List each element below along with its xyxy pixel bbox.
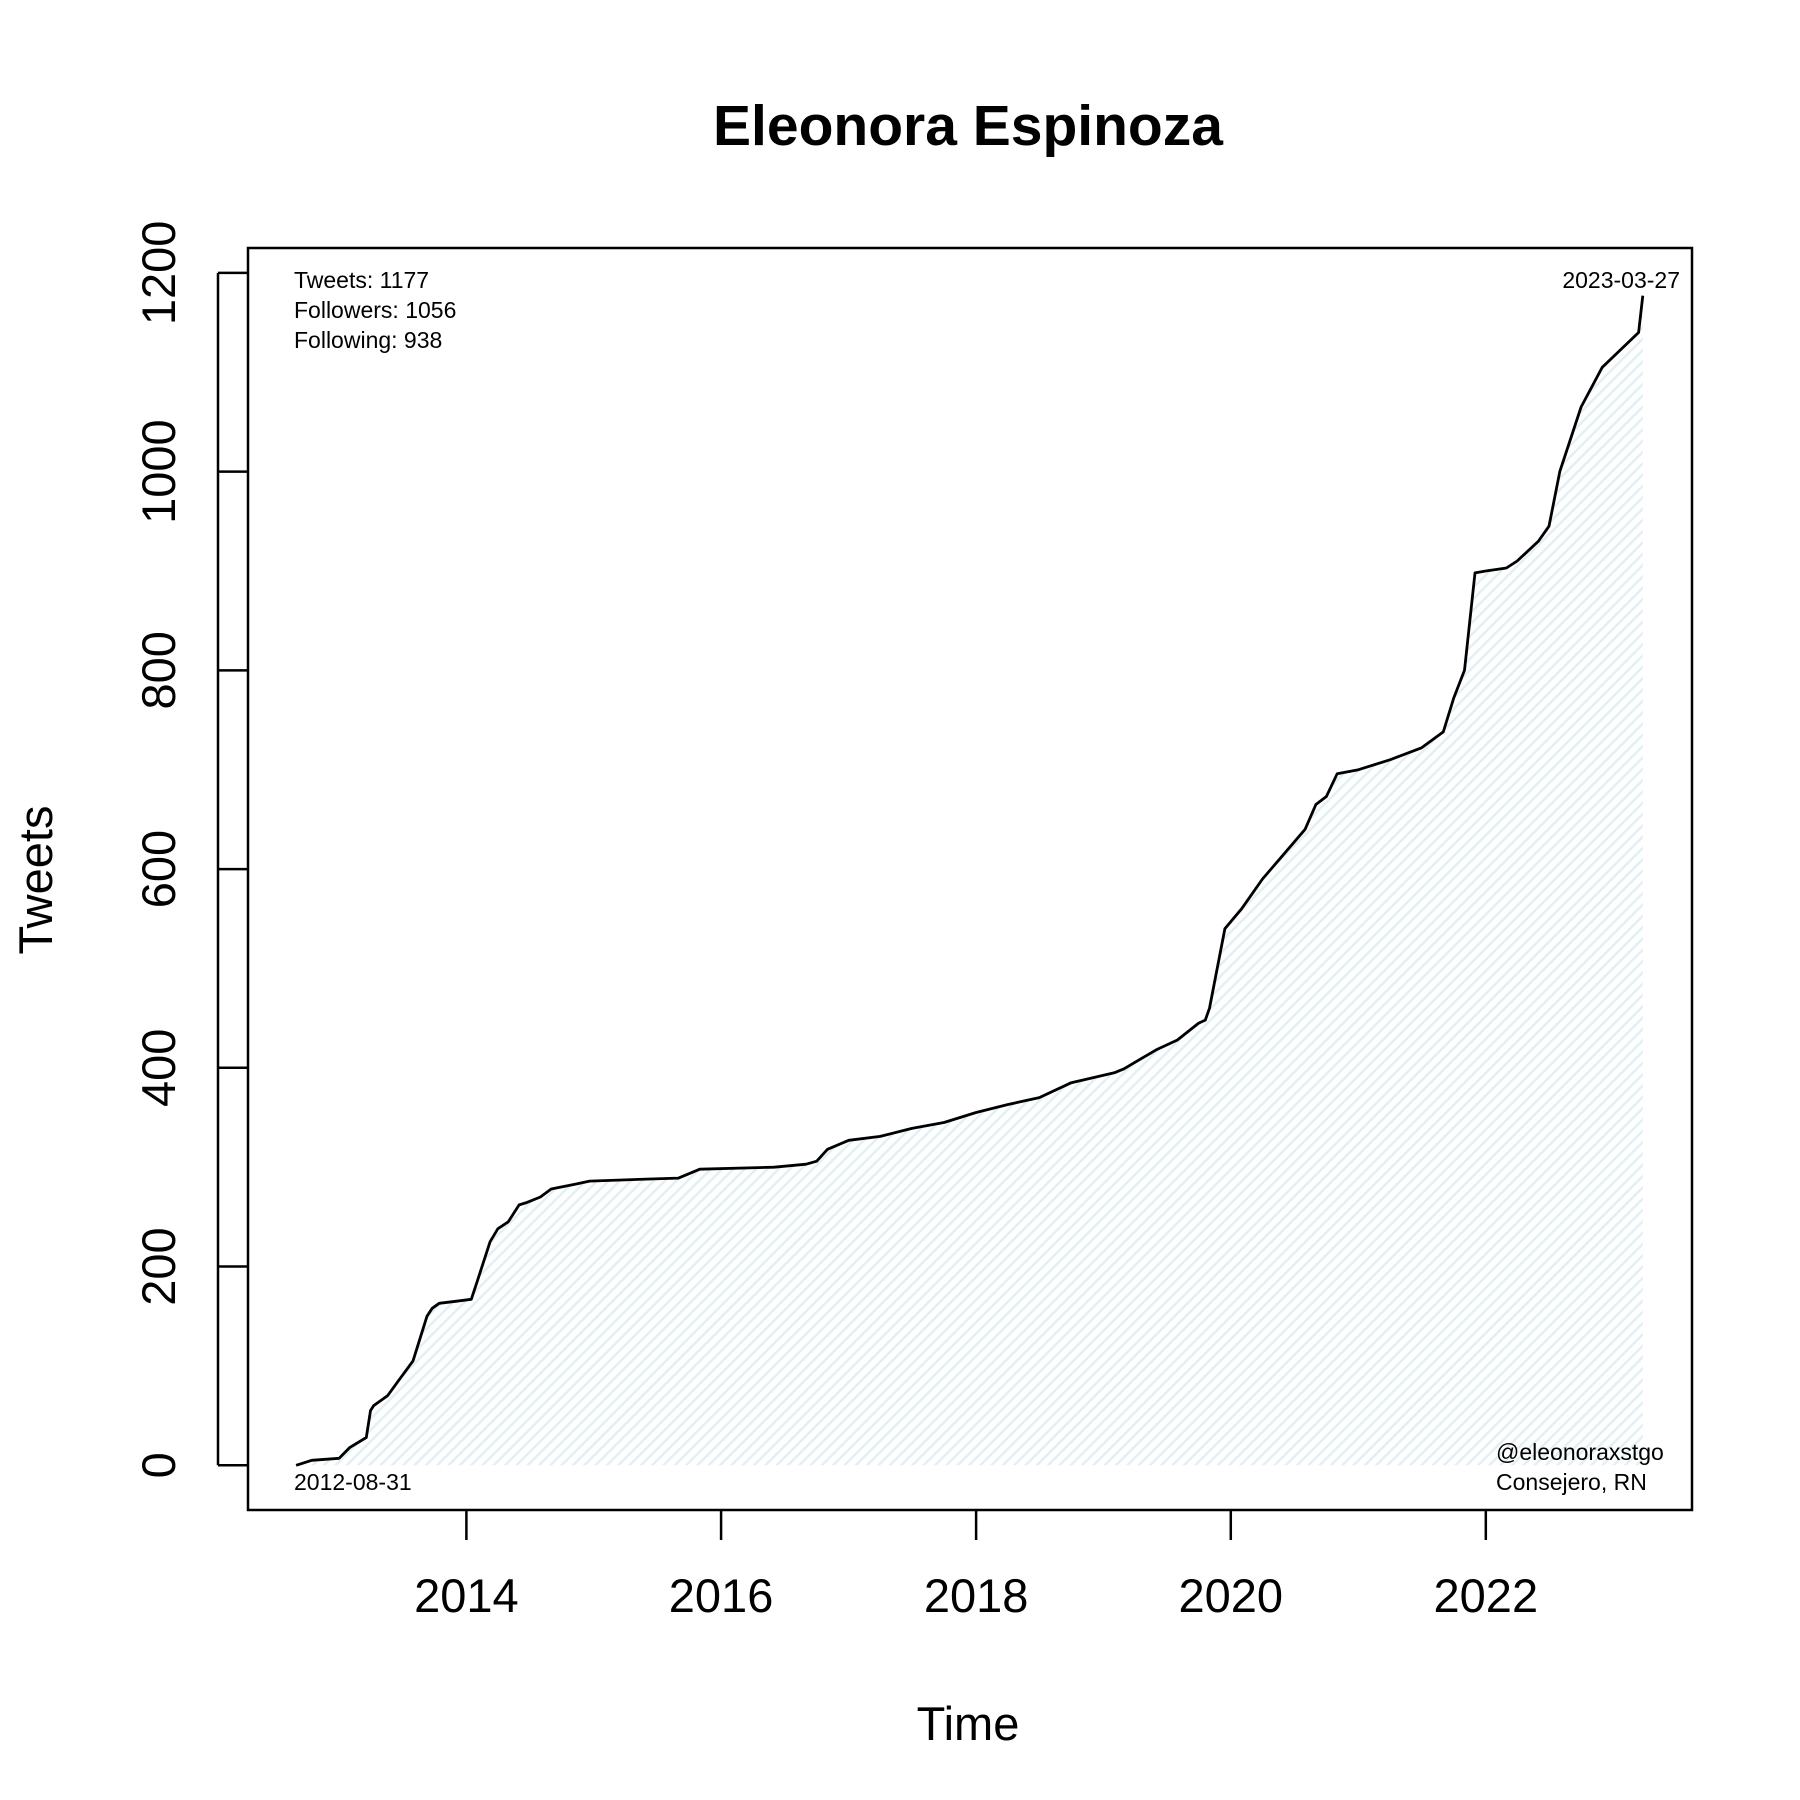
stat-following: Following: 938 — [294, 327, 442, 353]
y-tick-label: 0 — [132, 1452, 185, 1478]
account-description: Consejero, RN — [1496, 1469, 1647, 1495]
y-axis-label: Tweets — [9, 806, 62, 955]
account-handle: @eleonoraxstgo — [1496, 1439, 1664, 1465]
end-date-label: 2023-03-27 — [1562, 267, 1680, 293]
tweets-series-line — [295, 295, 1645, 1467]
start-date-label: 2012-08-31 — [294, 1469, 412, 1495]
plot-frame — [246, 246, 1694, 1512]
x-tick-label: 2022 — [1434, 1569, 1539, 1622]
chart-title: Eleonora Espinoza — [713, 94, 1224, 158]
line-layer — [295, 295, 1645, 1467]
y-tick-label: 1200 — [132, 221, 185, 326]
y-tick-label: 400 — [132, 1029, 185, 1107]
stat-tweets: Tweets: 1177 — [294, 267, 429, 293]
y-tick-label: 1000 — [132, 419, 185, 524]
stat-followers: Followers: 1056 — [294, 297, 456, 323]
y-tick-label: 600 — [132, 830, 185, 908]
y-tick-label: 200 — [132, 1227, 185, 1305]
x-axis: 2014 2016 2018 2020 2022 — [414, 1510, 1538, 1622]
x-tick-label: 2020 — [1179, 1569, 1284, 1622]
y-tick-label: 800 — [132, 631, 185, 709]
x-tick-label: 2018 — [924, 1569, 1029, 1622]
y-axis: 0 200 400 600 800 1000 1200 — [132, 221, 248, 1478]
x-tick-label: 2016 — [669, 1569, 774, 1622]
x-axis-label: Time — [917, 1697, 1020, 1750]
x-tick-label: 2014 — [414, 1569, 519, 1622]
tweets-area — [296, 295, 1643, 1466]
area-fill-layer — [296, 295, 1643, 1466]
